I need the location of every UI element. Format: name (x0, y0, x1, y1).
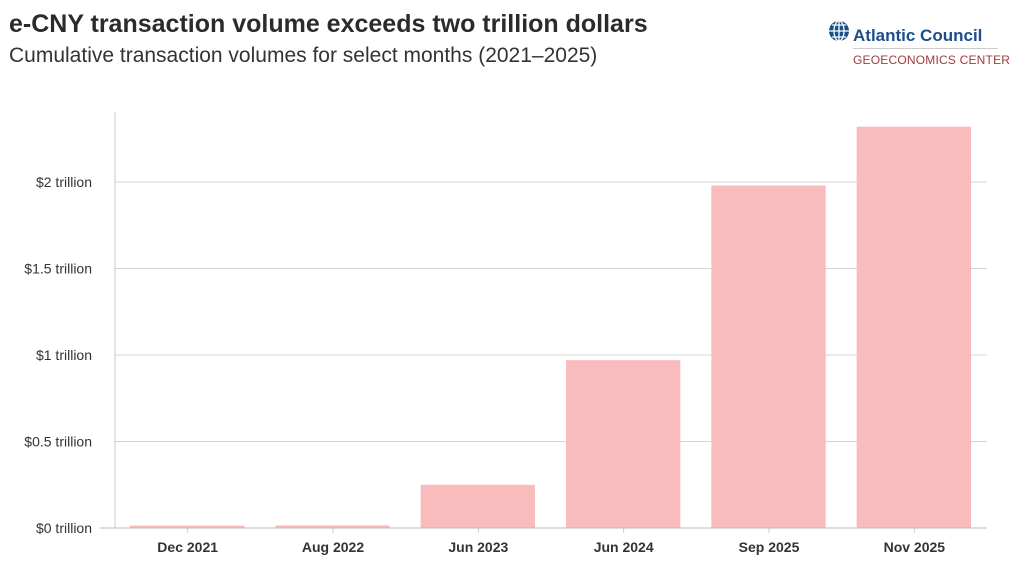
y-tick-label: $1.5 trillion (24, 261, 92, 277)
x-tick-label: Aug 2022 (302, 539, 364, 555)
bar (420, 484, 535, 528)
chart-title: e-CNY transaction volume exceeds two tri… (9, 10, 648, 38)
x-tick-label: Nov 2025 (884, 539, 946, 555)
y-tick-label: $0 trillion (36, 520, 92, 536)
globe-icon (829, 20, 849, 42)
logo-sub: GEOECONOMICS CENTER (853, 53, 1011, 67)
bar (130, 525, 245, 528)
y-tick-label: $2 trillion (36, 174, 92, 190)
y-tick-label: $1 trillion (36, 347, 92, 363)
x-tick-label: Dec 2021 (157, 539, 218, 555)
y-tick-label: $0.5 trillion (24, 434, 92, 450)
logo-name: Atlantic Council (853, 26, 983, 45)
bar (275, 525, 390, 528)
x-tick-label: Jun 2023 (448, 539, 508, 555)
chart-subtitle: Cumulative transaction volumes for selec… (9, 44, 598, 67)
x-tick-label: Sep 2025 (739, 539, 800, 555)
bar (566, 360, 681, 528)
bar (711, 185, 826, 528)
x-tick-label: Jun 2024 (594, 539, 654, 555)
bar (856, 126, 971, 528)
